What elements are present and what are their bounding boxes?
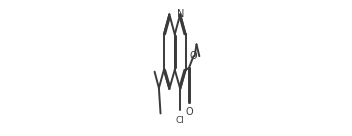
Text: O: O	[190, 51, 197, 61]
Text: Cl: Cl	[176, 116, 185, 125]
Text: N: N	[176, 9, 184, 19]
Text: O: O	[185, 107, 193, 117]
